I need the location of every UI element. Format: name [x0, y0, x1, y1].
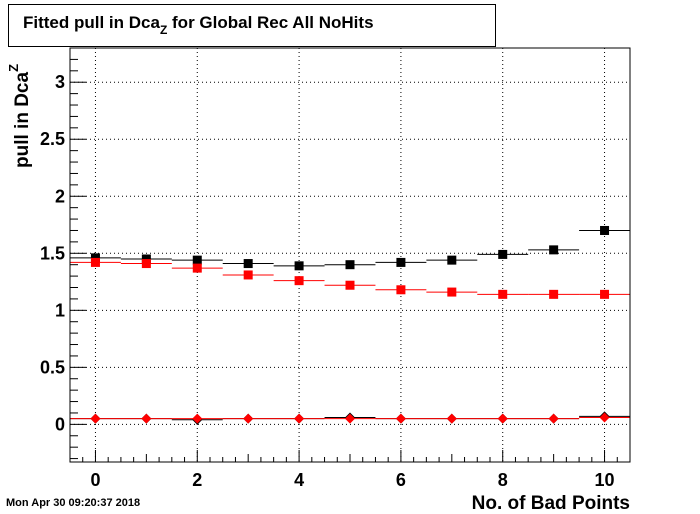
tick-labels: 0 2 4 6 8 10 0 0.5 1 1.5 2 2.5 3	[40, 72, 615, 490]
grid-lines	[70, 48, 630, 462]
data-point	[396, 257, 406, 267]
x-tick-label: 6	[396, 470, 406, 490]
data-point	[243, 270, 253, 280]
data-point	[294, 261, 304, 271]
y-tick-label: 2	[55, 186, 65, 206]
data-point	[345, 260, 355, 270]
data-point	[600, 289, 610, 299]
data-point	[600, 225, 610, 235]
data-series	[70, 412, 630, 424]
data-point	[396, 285, 406, 295]
data-point	[549, 289, 559, 299]
data-point	[447, 287, 457, 297]
data-point	[90, 413, 101, 424]
x-tick-label: 8	[498, 470, 508, 490]
chart-title-rest: for Global Rec All NoHits	[167, 13, 374, 32]
y-axis-title-main: pull in Dca	[12, 72, 33, 169]
y-axis-title: pull in DcaZ	[6, 64, 33, 168]
y-tick-label: 0	[55, 414, 65, 434]
chart-title-main: Fitted pull in Dca	[23, 13, 160, 32]
data-series	[70, 225, 630, 271]
axis-ticks	[69, 47, 631, 462]
data-point	[294, 413, 305, 424]
data-point	[548, 413, 559, 424]
data-point	[599, 412, 610, 423]
x-axis-title: No. of Bad Points	[472, 493, 630, 514]
data-point	[141, 259, 151, 269]
data-point	[447, 255, 457, 265]
data-point	[345, 413, 355, 424]
data-point	[243, 413, 254, 424]
data-point	[192, 255, 202, 265]
x-tick-label: 2	[192, 470, 202, 490]
data-point	[90, 257, 100, 267]
y-axis-title-subscript: Z	[6, 64, 21, 72]
data-point	[90, 253, 100, 263]
series-layer	[70, 225, 630, 425]
data-point	[141, 413, 152, 424]
timestamp: Mon Apr 30 09:20:37 2018	[6, 497, 141, 509]
plot-frame	[69, 47, 631, 463]
data-point	[294, 276, 304, 286]
data-point	[497, 413, 508, 424]
x-tick-label: 10	[595, 470, 615, 490]
x-tick-label: 0	[90, 470, 100, 490]
data-point	[498, 249, 508, 259]
data-point	[345, 280, 355, 290]
chart-title-box: Fitted pull in DcaZ for Global Rec All N…	[8, 4, 496, 47]
y-tick-label: 0.5	[40, 357, 65, 377]
data-point	[446, 413, 457, 424]
y-tick-label: 1	[55, 300, 65, 320]
data-point	[192, 413, 203, 424]
data-point	[192, 263, 202, 273]
data-point	[498, 289, 508, 299]
data-series	[70, 257, 630, 299]
chart-title: Fitted pull in DcaZ for Global Rec All N…	[23, 13, 374, 37]
data-point	[549, 245, 559, 255]
y-tick-label: 3	[55, 72, 65, 92]
chart-title-subscript: Z	[159, 23, 168, 37]
data-point	[141, 254, 151, 264]
y-tick-label: 2.5	[40, 129, 65, 149]
data-point	[395, 413, 406, 424]
y-tick-label: 1.5	[40, 243, 65, 263]
x-tick-label: 4	[294, 470, 304, 490]
data-point	[243, 259, 253, 269]
